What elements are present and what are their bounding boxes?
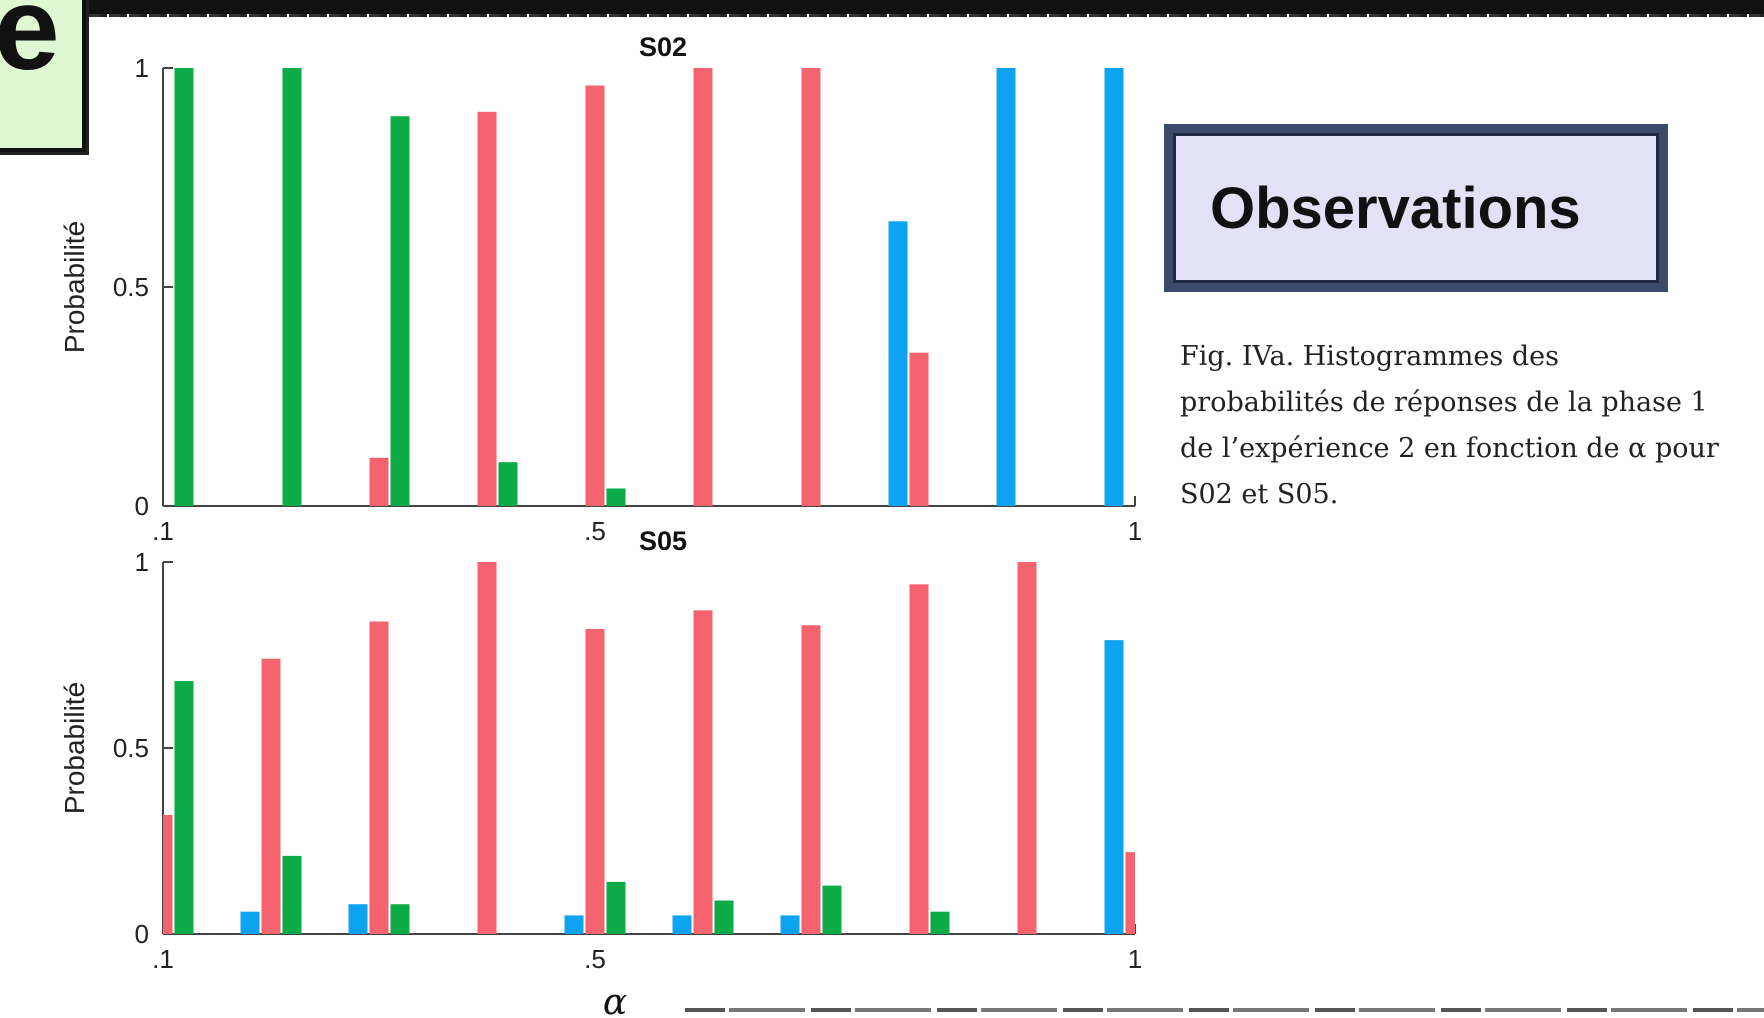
bar-group (163, 562, 1135, 934)
caption-line: probabilités de réponses de la phase 1 (1180, 387, 1708, 418)
bar-green (606, 488, 626, 506)
bar-blue (996, 68, 1016, 506)
bar-red (369, 457, 389, 506)
bar-green (606, 881, 626, 934)
bar-green (390, 904, 410, 934)
figure-caption: Fig. IVa. Histogrammes des probabilités … (1180, 334, 1764, 518)
bar-red (909, 584, 929, 934)
caption-line: S02 et S05. (1180, 479, 1339, 510)
x-tick-label: 1 (1128, 944, 1142, 974)
corner-letter: e (0, 0, 60, 95)
bar-red (693, 610, 713, 934)
x-tick-label: .1 (152, 944, 174, 974)
caption-line: de l’expérience 2 en fonction de α pour (1180, 433, 1719, 464)
bar-blue (888, 221, 908, 506)
y-tick-label: 0.5 (113, 733, 149, 763)
bar-green (930, 911, 950, 934)
bar-red (477, 111, 497, 506)
observations-frame: Observations (1164, 124, 1668, 292)
y-tick-label: 0 (135, 491, 149, 521)
corner-label-box (0, 0, 86, 152)
bar-green (282, 68, 302, 506)
bar-green (714, 900, 734, 934)
x-axis-label: α (603, 982, 627, 1018)
chart-title: S02 (639, 32, 687, 62)
y-axis-label: Probabilité (59, 682, 90, 814)
caption-line: Fig. IVa. Histogrammes des (1180, 341, 1559, 372)
bar-red (801, 625, 821, 934)
bar-green (390, 116, 410, 506)
bar-blue (1104, 640, 1124, 934)
y-tick-label: 1 (135, 547, 149, 577)
bottom-divider (685, 1008, 1764, 1012)
bar-red (585, 628, 605, 934)
y-axis-label: Probabilité (59, 221, 90, 353)
bar-green (498, 462, 518, 506)
chart-s02: 0 0.5 1 .1 .5 1 S02 Probabilité (59, 32, 1142, 546)
bar-red (1017, 562, 1037, 934)
observations-panel: Observations (1173, 133, 1659, 283)
y-tick-label: 1 (135, 53, 149, 83)
bar-blue (672, 915, 692, 934)
x-tick-label: .5 (584, 944, 606, 974)
bar-blue (240, 911, 260, 934)
bar-red (693, 68, 713, 506)
bar-red (801, 68, 821, 506)
bar-green (282, 855, 302, 934)
bar-red (477, 562, 497, 934)
bar-red (163, 814, 173, 934)
bar-blue (1104, 68, 1124, 506)
y-tick-label: 0 (135, 919, 149, 949)
x-tick-label: .5 (584, 516, 606, 546)
bar-red (369, 621, 389, 934)
bar-blue (780, 915, 800, 934)
bar-red (261, 658, 281, 934)
top-banner-border (0, 0, 1764, 17)
bar-blue (564, 915, 584, 934)
bar-red (909, 352, 929, 506)
bar-green (822, 885, 842, 934)
bar-blue (348, 904, 368, 934)
y-tick-label: 0.5 (113, 272, 149, 302)
bar-red (1125, 852, 1135, 934)
bar-green (174, 681, 194, 934)
bar-group (174, 68, 1124, 506)
x-tick-label: 1 (1128, 516, 1142, 546)
chart-title: S05 (639, 526, 687, 556)
bar-red (585, 85, 605, 506)
bar-green (174, 68, 194, 506)
x-tick-label: .1 (152, 516, 174, 546)
chart-s05: 0 0.5 1 .1 .5 1 S05 Probabilité α (59, 526, 1142, 1018)
observations-title: Observations (1210, 175, 1581, 241)
